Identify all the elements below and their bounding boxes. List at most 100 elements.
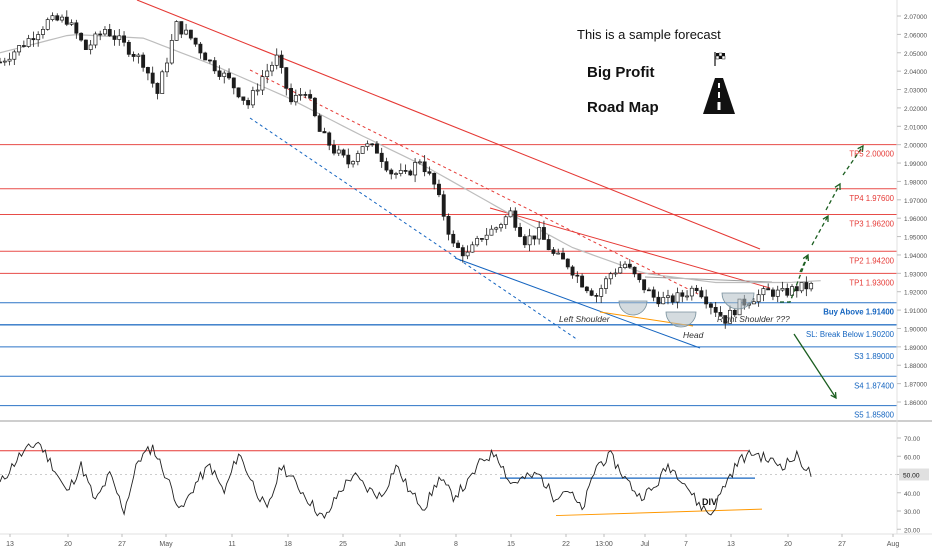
candle-body bbox=[775, 289, 780, 297]
right-shoulder-label: Right Shoulder ??? bbox=[717, 314, 790, 324]
candle-body bbox=[136, 54, 141, 57]
time-tick-label: 22 bbox=[562, 541, 570, 548]
price-tick-label: 2.01000 bbox=[904, 124, 928, 131]
price-tick-label: 1.90000 bbox=[904, 326, 928, 333]
projection-arrow-2 bbox=[811, 215, 829, 246]
candle-body bbox=[689, 287, 694, 297]
candle-body bbox=[389, 169, 394, 175]
projection-arrow-1b-head bbox=[802, 253, 810, 262]
price-tick-label: 1.99000 bbox=[904, 161, 928, 168]
candle-body bbox=[627, 263, 632, 268]
candle-body bbox=[265, 70, 270, 78]
price-tick-label: 1.97000 bbox=[904, 198, 928, 205]
level-label: S5 1.85800 bbox=[854, 411, 895, 420]
candle-body bbox=[809, 282, 814, 290]
candle-body bbox=[31, 38, 36, 41]
price-tick-label: 1.91000 bbox=[904, 308, 928, 315]
osc-current-value-badge bbox=[899, 468, 929, 481]
price-tick-label: 1.95000 bbox=[904, 235, 928, 242]
level-labels: TP5 2.00000 TP4 1.97600 TP3 1.96200 TP2 1.9… bbox=[806, 150, 895, 420]
candle-body bbox=[704, 296, 709, 305]
header-line-3: Road Map bbox=[587, 99, 659, 116]
candle-body bbox=[479, 238, 484, 240]
neckline bbox=[644, 276, 773, 283]
candle-body bbox=[403, 170, 408, 172]
candle-body bbox=[685, 295, 690, 298]
candle-body bbox=[732, 309, 737, 316]
candle-body bbox=[766, 288, 771, 291]
candle-body bbox=[351, 161, 356, 165]
candle-body bbox=[613, 272, 618, 275]
candle-body bbox=[527, 235, 532, 246]
candle-body bbox=[260, 76, 265, 91]
osc-current-value: 50.00 bbox=[903, 473, 920, 480]
price-axis[interactable]: 2.07000 2.06000 2.05000 2.04000 2.03000 2.020… bbox=[897, 14, 928, 407]
time-tick-label: 27 bbox=[118, 541, 126, 548]
candle-body bbox=[637, 273, 642, 281]
price-tick-label: 2.05000 bbox=[904, 51, 928, 58]
candle-body bbox=[69, 22, 74, 25]
candle-body bbox=[384, 161, 389, 171]
level-label: TP2 1.94200 bbox=[849, 256, 894, 265]
candle-body bbox=[394, 173, 398, 175]
price-tick-label: 2.00000 bbox=[904, 143, 928, 150]
candle-body bbox=[150, 72, 155, 84]
candle-body bbox=[21, 45, 26, 47]
trend-layer bbox=[136, 0, 773, 349]
finish-flag-icon bbox=[714, 52, 726, 66]
projection-arrow-4 bbox=[842, 145, 864, 176]
candle-body bbox=[723, 315, 728, 324]
candle-body bbox=[374, 143, 379, 154]
projection-arrow-1 bbox=[780, 254, 809, 303]
candle-body bbox=[580, 275, 585, 288]
candle-body bbox=[713, 307, 718, 313]
candle-body bbox=[537, 227, 542, 240]
candle-body bbox=[465, 251, 470, 257]
candle-body bbox=[79, 32, 84, 41]
candle-body bbox=[160, 71, 165, 94]
time-axis[interactable]: 13 20 27 May 11 18 25 Jun 8 15 22 13:00 Jul 7 13 20 27 Au… bbox=[6, 534, 899, 548]
candle-body bbox=[322, 131, 327, 134]
candle-body bbox=[475, 238, 480, 246]
candle-body bbox=[36, 34, 41, 41]
candle-body bbox=[708, 303, 713, 308]
osc-tick-label: 40.00 bbox=[904, 491, 920, 498]
time-tick-label: May bbox=[159, 541, 173, 548]
candle-body bbox=[666, 295, 670, 298]
candle-body bbox=[246, 100, 251, 106]
road-icon bbox=[703, 78, 735, 114]
candle-body bbox=[212, 60, 217, 72]
candle-body bbox=[446, 215, 451, 235]
candle-body bbox=[7, 58, 12, 62]
candle-body bbox=[169, 40, 174, 64]
candle-body bbox=[45, 19, 50, 30]
projection-arrow-down bbox=[793, 333, 837, 399]
channel-lower-line bbox=[454, 257, 701, 349]
candle-body bbox=[417, 161, 422, 164]
candle-body bbox=[107, 29, 112, 37]
osc-tick-label: 30.00 bbox=[904, 509, 920, 516]
candle-body bbox=[632, 266, 637, 275]
candle-body bbox=[398, 170, 403, 174]
candle-body bbox=[103, 29, 107, 35]
dashed-support-line bbox=[249, 117, 579, 341]
candle-body bbox=[360, 146, 365, 154]
price-tick-label: 1.88000 bbox=[904, 363, 928, 370]
candle-body bbox=[651, 289, 656, 298]
projection-arrow-2-head bbox=[822, 214, 829, 223]
header-line-2: Big Profit bbox=[587, 64, 655, 81]
time-tick-label: 27 bbox=[838, 541, 846, 548]
candle-body bbox=[126, 41, 131, 55]
candle-body bbox=[317, 115, 322, 132]
candle-body bbox=[188, 29, 193, 39]
candle-body bbox=[661, 297, 666, 305]
candle-body bbox=[460, 247, 465, 257]
candle-body bbox=[642, 279, 647, 291]
candle-body bbox=[241, 96, 246, 101]
candle-body bbox=[503, 216, 508, 225]
channel-upper-line bbox=[489, 207, 771, 289]
divergence-label: DIV bbox=[702, 497, 717, 507]
candle-body bbox=[532, 235, 537, 240]
